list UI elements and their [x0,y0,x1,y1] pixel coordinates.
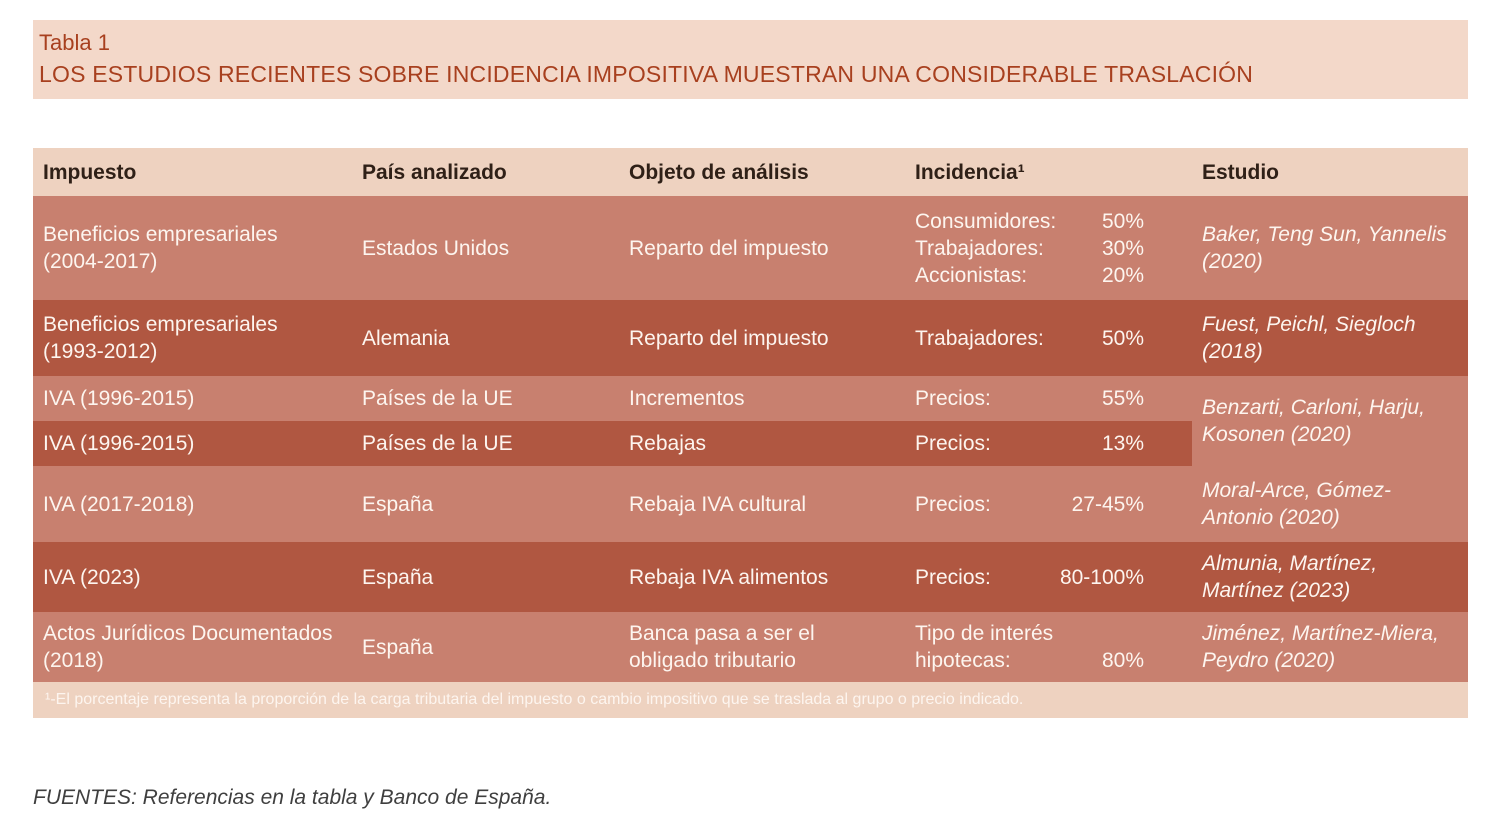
column-header-incidencia: Incidencia¹ [905,148,1192,196]
cell-incidencia: Precios: 80-100% [905,542,1192,612]
table-row: IVA (2017-2018) España Rebaja IVA cultur… [33,466,1468,542]
incidence-value: 13% [1101,432,1144,455]
cell-objeto: Rebajas [619,421,905,466]
cell-estudio: Benzarti, Carloni, Harju, Kosonen (2020) [1192,376,1468,466]
incidence-table: Impuesto País analizado Objeto de anális… [33,148,1468,718]
table-row: IVA (2023) España Rebaja IVA alimentos P… [33,542,1468,612]
incidence-line: Precios: 27-45% [915,491,1182,518]
cell-estudio: Baker, Teng Sun, Yannelis (2020) [1192,196,1468,300]
cell-incidencia: Trabajadores: 50% [905,300,1192,376]
incidence-value: 55% [1101,387,1144,410]
incidence-label: Precios: [915,492,991,516]
header-row: Impuesto País analizado Objeto de anális… [33,148,1468,196]
incidence-line: Tipo de interés hipotecas: 80% [915,620,1182,674]
column-header-objeto: Objeto de análisis [619,148,905,196]
cell-incidencia: Precios: 27-45% [905,466,1192,542]
cell-objeto: Incrementos [619,376,905,421]
cell-impuesto: IVA (1996-2015) [33,421,352,466]
cell-estudio: Fuest, Peichl, Siegloch (2018) [1192,300,1468,376]
incidence-line: Accionistas: 20% [915,262,1182,289]
cell-objeto: Rebaja IVA cultural [619,466,905,542]
cell-estudio: Moral-Arce, Gómez-Antonio (2020) [1192,466,1468,542]
table-footnote-row: ¹-El porcentaje representa la proporción… [33,682,1468,718]
cell-impuesto: IVA (2023) [33,542,352,612]
table-header: Impuesto País analizado Objeto de anális… [33,148,1468,196]
cell-incidencia: Precios: 13% [905,421,1192,466]
cell-estudio: Jiménez, Martínez-Miera, Peydro (2020) [1192,612,1468,682]
table-caption-band: Tabla 1 LOS ESTUDIOS RECIENTES SOBRE INC… [33,20,1468,99]
cell-pais: Países de la UE [352,376,619,421]
cell-objeto: Reparto del impuesto [619,300,905,376]
cell-impuesto: IVA (1996-2015) [33,376,352,421]
incidence-value: 80% [1101,649,1144,672]
incidence-label: Precios: [915,565,991,589]
sources-line: FUENTES: Referencias en la tabla y Banco… [33,786,552,809]
incidence-value: 80-100% [1059,565,1144,589]
incidence-label: Precios: [915,387,991,410]
table-title: LOS ESTUDIOS RECIENTES SOBRE INCIDENCIA … [39,61,1254,87]
cell-impuesto: Beneficios empresariales (2004-2017) [33,196,352,300]
incidence-label: Accionistas: [915,263,1028,287]
incidence-line: Trabajadores: 50% [915,325,1182,352]
incidence-line: Consumidores: 50% [915,208,1182,235]
incidence-label: Trabajadores: [915,236,1044,260]
cell-impuesto: Beneficios empresariales (1993-2012) [33,300,352,376]
cell-estudio: Almunia, Martínez, Martínez (2023) [1192,542,1468,612]
table-row: IVA (1996-2015) Países de la UE Rebajas … [33,421,1468,466]
incidence-label: Consumidores: [915,209,1057,233]
cell-incidencia: Precios: 55% [905,376,1192,421]
incidence-label: Tipo de interés hipotecas: [915,622,1054,672]
incidence-label: Precios: [915,432,991,455]
cell-objeto: Reparto del impuesto [619,196,905,300]
incidence-value: 30% [1101,236,1144,260]
incidence-line: Precios: 55% [915,385,1182,412]
cell-incidencia: Consumidores: 50% Trabajadores: 30% Acci… [905,196,1192,300]
cell-pais: España [352,542,619,612]
cell-pais: Estados Unidos [352,196,619,300]
incidence-value: 20% [1101,263,1144,287]
cell-impuesto: Actos Jurídicos Documentados (2018) [33,612,352,682]
incidence-line: Precios: 13% [915,430,1182,457]
column-header-pais: País analizado [352,148,619,196]
table-row: Actos Jurídicos Documentados (2018) Espa… [33,612,1468,682]
table-row: Beneficios empresariales (1993-2012) Ale… [33,300,1468,376]
cell-pais: España [352,612,619,682]
incidence-value: 50% [1101,209,1144,233]
table-footnote: ¹-El porcentaje representa la proporción… [33,682,1468,718]
column-header-impuesto: Impuesto [33,148,352,196]
cell-objeto: Rebaja IVA alimentos [619,542,905,612]
table-row: Beneficios empresariales (2004-2017) Est… [33,196,1468,300]
cell-pais: Alemania [352,300,619,376]
incidence-value: 50% [1101,326,1144,350]
cell-pais: Países de la UE [352,421,619,466]
cell-pais: España [352,466,619,542]
incidence-line: Trabajadores: 30% [915,235,1182,262]
cell-objeto: Banca pasa a ser el obligado tributario [619,612,905,682]
incidence-line: Precios: 80-100% [915,564,1182,591]
incidence-label: Trabajadores: [915,326,1044,350]
cell-impuesto: IVA (2017-2018) [33,466,352,542]
cell-incidencia: Tipo de interés hipotecas: 80% [905,612,1192,682]
table-row: IVA (1996-2015) Países de la UE Incremen… [33,376,1468,466]
table-number: Tabla 1 [39,30,110,55]
column-header-estudio: Estudio [1192,148,1468,196]
incidence-value: 27-45% [1071,492,1144,516]
